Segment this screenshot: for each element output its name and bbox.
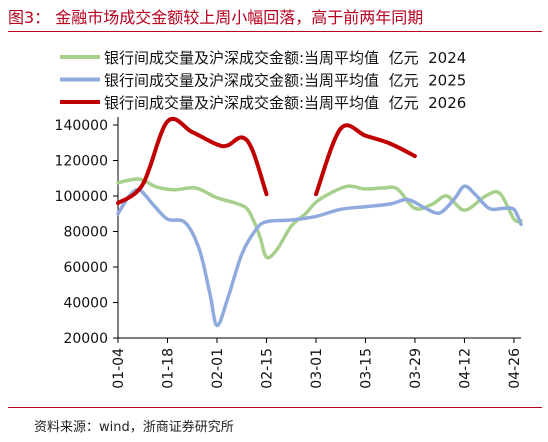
- series-line-2024: [116, 177, 523, 260]
- x-tick-label: 03-29: [408, 348, 424, 389]
- y-tick-label: 60000: [63, 260, 108, 276]
- series-line-2026: [314, 123, 417, 197]
- title-divider: [8, 31, 542, 32]
- source-note: 资料来源：wind，浙商证券研究所: [34, 420, 234, 435]
- y-tick-label: 140000: [55, 118, 108, 134]
- x-tick-label: 03-01: [309, 348, 325, 389]
- y-tick-label: 100000: [55, 189, 108, 205]
- legend-label-2024: 银行间成交量及沪深成交金额:当周平均值 亿元 2024: [104, 49, 466, 67]
- x-tick-label: 04-26: [507, 348, 523, 389]
- figure-title: 图3： 金融市场成交金额较上周小幅回落，高于前两年同期: [8, 8, 424, 27]
- x-tick-label: 04-12: [457, 348, 473, 389]
- series-line-2025: [116, 184, 523, 328]
- y-tick-label: 40000: [63, 296, 108, 312]
- y-tick-label: 80000: [63, 225, 108, 241]
- series-line-2026: [116, 116, 269, 206]
- x-tick-label: 01-04: [111, 348, 127, 389]
- legend-label-2026: 银行间成交量及沪深成交金额:当周平均值 亿元 2026: [104, 94, 466, 112]
- source-divider: [8, 407, 542, 408]
- y-tick-label: 20000: [63, 331, 108, 347]
- y-tick-label: 120000: [55, 154, 108, 170]
- x-tick-label: 01-18: [160, 348, 176, 389]
- x-tick-label: 02-15: [259, 348, 275, 389]
- x-tick-label: 03-15: [358, 348, 374, 389]
- x-tick-label: 02-01: [210, 348, 226, 389]
- legend-label-2025: 银行间成交量及沪深成交金额:当周平均值 亿元 2025: [104, 72, 466, 90]
